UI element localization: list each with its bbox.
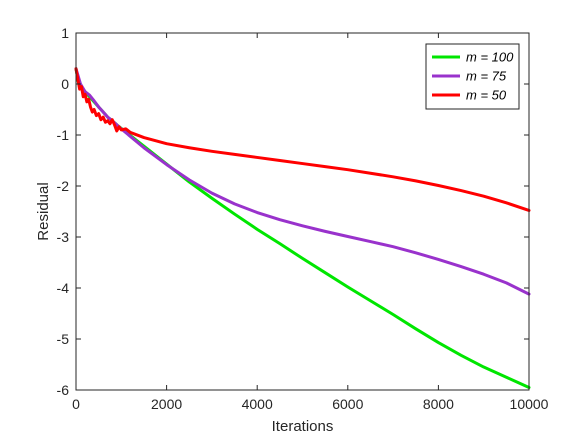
series-line-1 — [74, 67, 531, 296]
y-axis-label: Residual — [35, 182, 52, 240]
y-tick-label: 0 — [61, 76, 69, 92]
x-axis-label: Iterations — [272, 418, 334, 435]
x-tick-label: 4000 — [242, 396, 273, 412]
y-tick-label: 1 — [61, 25, 69, 41]
legend-label-2: m = 50 — [466, 88, 507, 103]
legend: m = 100 m = 75 m = 50 — [425, 43, 520, 110]
series-layer — [74, 67, 531, 389]
x-tick-label: 8000 — [423, 396, 454, 412]
x-tick-label: 10000 — [510, 396, 549, 412]
y-tick-label: -4 — [57, 280, 70, 296]
y-tick-label: -6 — [57, 382, 70, 398]
plot-area-frame — [75, 32, 530, 391]
y-tick-label: -1 — [57, 127, 70, 143]
x-tick-label: 6000 — [332, 396, 363, 412]
y-tick-label: -3 — [57, 229, 70, 245]
x-tick-label: 0 — [72, 396, 80, 412]
y-tick-label: -5 — [57, 331, 70, 347]
x-tick-label: 2000 — [151, 396, 182, 412]
axes-layer: 0 2000 4000 6000 8000 10000 1 0 -1 -2 -3 -4 -5 -6 — [57, 25, 549, 412]
series-line-2 — [74, 67, 531, 212]
y-tick-label: -2 — [57, 178, 70, 194]
legend-label-0: m = 100 — [466, 50, 514, 65]
legend-label-1: m = 75 — [466, 69, 507, 84]
